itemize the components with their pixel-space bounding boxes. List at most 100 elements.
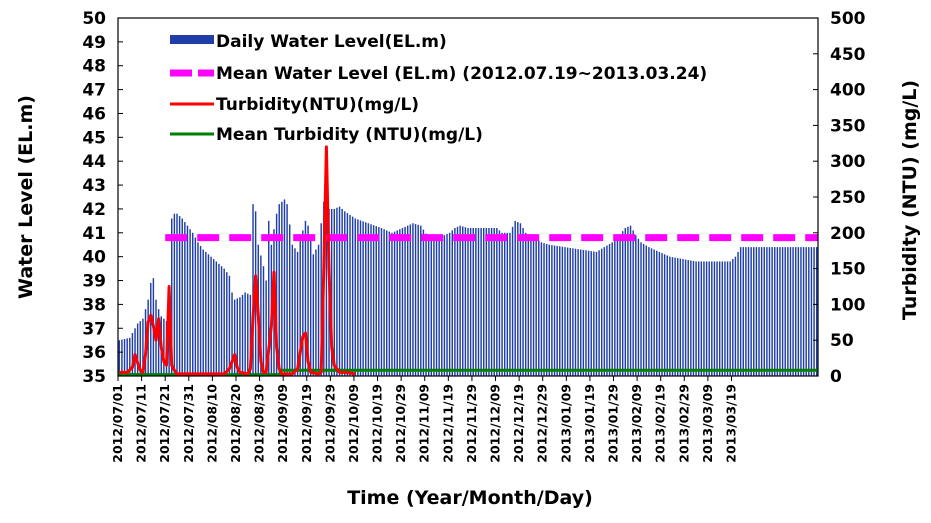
water-level-bar xyxy=(192,232,194,376)
water-level-bar xyxy=(553,245,556,376)
water-level-bar xyxy=(650,248,653,376)
water-level-bar xyxy=(139,321,141,376)
water-level-bar xyxy=(441,236,443,376)
water-level-bar xyxy=(535,239,537,376)
water-level-bar xyxy=(325,205,328,376)
legend-label-mean-turbidity: Mean Turbidity (NTU)(mg/L) xyxy=(216,125,483,145)
x-tick-label: 2012/10/29 xyxy=(393,384,408,463)
water-level-bar xyxy=(459,225,461,376)
water-level-bar xyxy=(194,237,197,376)
water-level-bar xyxy=(412,223,414,376)
water-level-bar xyxy=(726,261,729,376)
left-tick-label: 37 xyxy=(82,319,106,339)
water-level-bar xyxy=(438,237,440,376)
water-level-bar xyxy=(422,229,425,376)
water-level-bar xyxy=(608,243,611,376)
legend-label-daily-water-level: Daily Water Level(EL.m) xyxy=(216,32,447,52)
water-level-bar xyxy=(121,339,123,376)
water-level-bar xyxy=(286,204,288,376)
x-tick-label: 2013/01/09 xyxy=(558,384,573,463)
water-level-bar xyxy=(524,232,527,376)
x-tick-label: 2012/12/29 xyxy=(535,384,550,463)
water-level-bar xyxy=(197,242,199,376)
water-level-bar xyxy=(600,248,603,376)
right-tick-label: 150 xyxy=(830,260,866,280)
water-level-bar xyxy=(199,245,202,376)
water-level-bar xyxy=(621,231,624,376)
water-level-bar xyxy=(268,220,270,376)
water-level-bar xyxy=(344,211,346,376)
x-tick-label: 2012/10/09 xyxy=(346,384,361,463)
water-level-bar xyxy=(231,292,233,376)
left-tick-label: 41 xyxy=(82,224,106,244)
water-level-bar xyxy=(380,228,383,376)
water-level-bar xyxy=(569,247,571,376)
water-level-bar xyxy=(645,245,647,376)
water-level-bar xyxy=(189,229,191,376)
x-tick-label: 2012/11/19 xyxy=(440,384,455,463)
water-level-bar xyxy=(401,228,404,376)
water-level-bar xyxy=(695,261,697,376)
x-tick-label: 2013/02/09 xyxy=(629,384,644,463)
water-level-bar xyxy=(635,235,637,376)
water-level-bar xyxy=(794,247,797,376)
water-level-bar xyxy=(522,228,524,376)
water-level-bar xyxy=(307,225,309,376)
water-level-bar xyxy=(789,247,792,376)
water-level-bar xyxy=(750,247,752,376)
left-tick-label: 49 xyxy=(82,33,106,53)
water-level-bar xyxy=(289,224,291,376)
legend-label-mean-water-level: Mean Water Level (EL.m) (2012.07.19~2013… xyxy=(216,64,707,84)
water-level-bar xyxy=(414,224,417,376)
x-tick-label: 2013/01/19 xyxy=(582,384,597,463)
water-level-bar xyxy=(658,251,661,376)
water-level-bar xyxy=(252,204,254,376)
water-level-bar xyxy=(732,259,734,376)
water-level-bar xyxy=(603,247,606,376)
water-level-bar xyxy=(351,216,354,376)
water-level-bar xyxy=(737,251,739,376)
water-level-bar xyxy=(365,222,367,376)
water-level-bar xyxy=(551,245,553,376)
water-level-bar xyxy=(218,263,220,376)
turbidity-line xyxy=(119,145,356,376)
water-level-bar xyxy=(420,225,422,376)
water-level-bar xyxy=(247,293,249,376)
water-level-bar xyxy=(134,328,136,376)
left-tick-label: 36 xyxy=(82,343,106,363)
water-level-bar xyxy=(771,247,773,376)
water-level-bar xyxy=(475,228,477,376)
water-level-bar xyxy=(802,247,805,376)
left-tick-label: 42 xyxy=(82,200,106,220)
water-level-bar xyxy=(456,226,459,376)
water-level-bar xyxy=(808,247,810,376)
right-axis-title: Turbidity (NTU) (mg/L) xyxy=(899,80,921,320)
water-level-bar xyxy=(648,247,650,376)
water-level-bar xyxy=(514,220,516,376)
water-level-bar xyxy=(488,228,490,376)
x-tick-label: 2012/07/11 xyxy=(134,384,149,463)
water-level-bar xyxy=(721,261,724,376)
right-tick-label: 350 xyxy=(830,116,866,136)
water-level-bar xyxy=(362,221,364,376)
water-level-bar xyxy=(690,260,692,376)
water-level-bar xyxy=(454,228,456,376)
water-level-bar xyxy=(212,259,215,376)
legend: Daily Water Level(EL.m) Mean Water Level… xyxy=(170,32,707,145)
water-level-bar xyxy=(469,228,472,376)
right-tick-label: 50 xyxy=(830,331,854,351)
right-tick-label: 450 xyxy=(830,45,866,65)
water-level-bar xyxy=(302,230,304,376)
right-tick-label: 250 xyxy=(830,188,866,208)
left-y-axis: 35 36 37 38 39 40 41 42 43 44 45 46 47 48 49 50 xyxy=(82,9,123,387)
water-level-bar xyxy=(378,227,380,376)
water-level-bar xyxy=(800,247,802,376)
water-level-bar xyxy=(766,247,768,376)
left-tick-label: 47 xyxy=(82,81,106,101)
water-level-bar xyxy=(275,213,278,376)
water-level-bar xyxy=(485,228,488,376)
water-level-bar xyxy=(742,247,744,376)
water-level-bar xyxy=(472,228,474,376)
water-level-bar xyxy=(333,208,336,376)
